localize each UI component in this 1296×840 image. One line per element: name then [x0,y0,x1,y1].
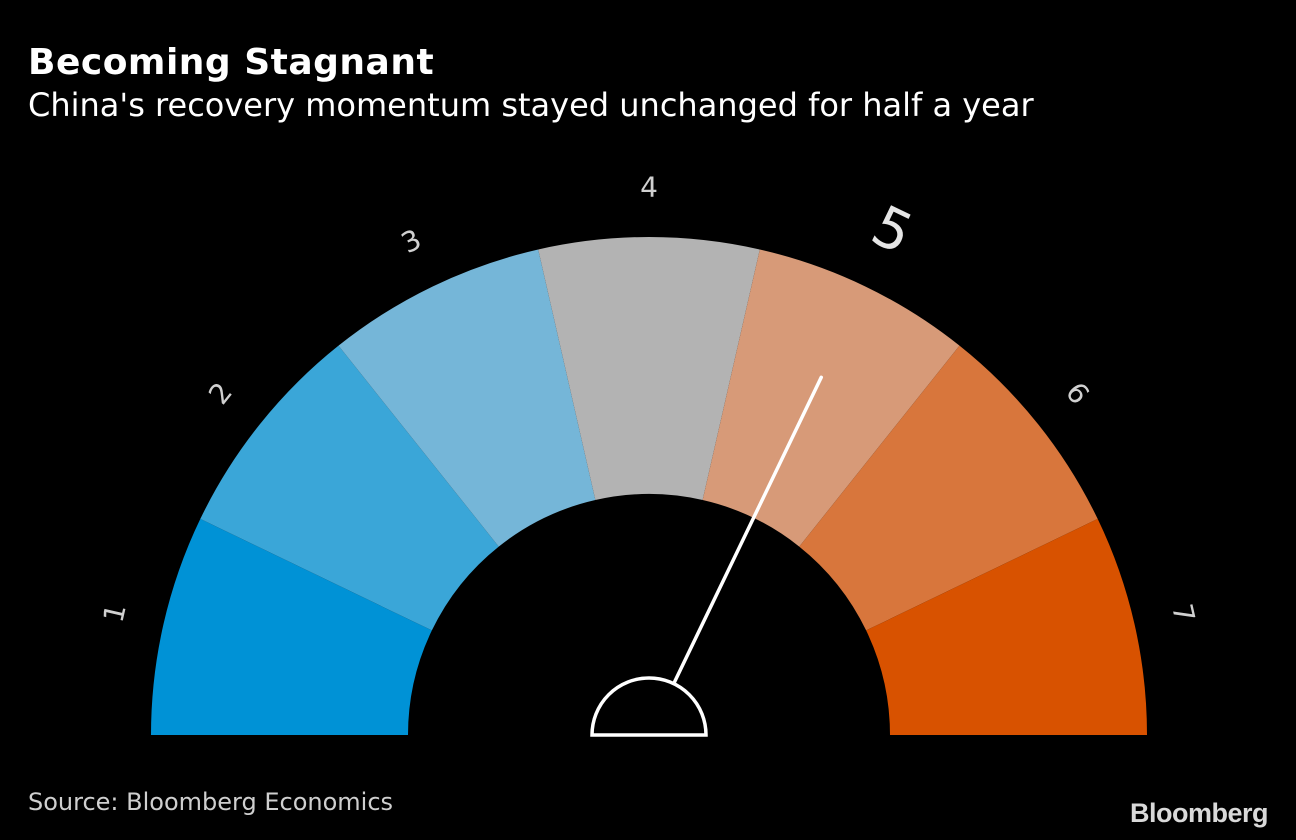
gauge-label-1: 1 [97,601,133,626]
gauge-needle-hub [590,676,708,737]
gauge-segment-3 [338,249,596,547]
gauge-label-4: 4 [640,171,658,204]
gauge-label-7: 7 [1165,601,1201,626]
chart-title: Becoming Stagnant [28,42,435,83]
chart-subtitle: China's recovery momentum stayed unchang… [28,86,1034,124]
gauge-label-3: 3 [396,223,426,260]
bloomberg-logo: Bloomberg [1129,798,1269,828]
gauge-label-5: 5 [862,193,922,267]
gauge-segments [151,237,1147,735]
gauge-label-2: 2 [202,376,239,411]
gauge-needle [590,375,824,737]
gauge-segment-1 [151,518,432,735]
gauge-needle-line [671,375,824,686]
gauge-segment-7 [866,518,1147,735]
gauge-segment-5 [702,249,960,547]
gauge-segment-6 [799,345,1098,631]
gauge-segment-4 [538,237,760,501]
gauge-label-6: 6 [1059,376,1096,411]
source-note: Source: Bloomberg Economics [28,788,394,816]
gauge-segment-2 [200,345,499,631]
